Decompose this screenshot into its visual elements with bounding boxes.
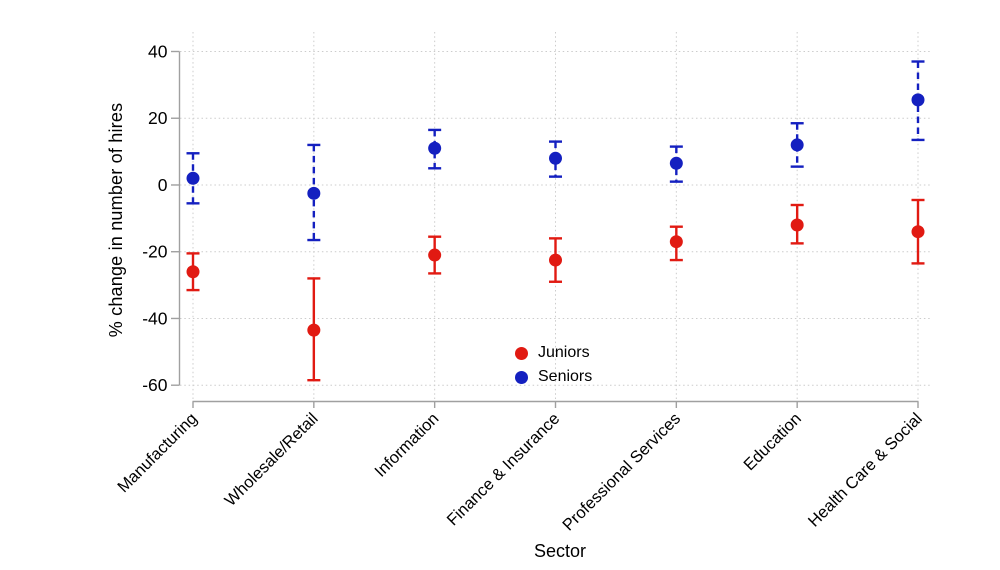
x-category-label: Finance & Insurance xyxy=(444,410,564,530)
legend-label-juniors: Juniors xyxy=(538,344,590,361)
point-juniors-2 xyxy=(428,248,442,262)
point-juniors-4 xyxy=(669,235,683,249)
x-category-label: Health Care & Social xyxy=(805,410,926,531)
juniors-marker-icon xyxy=(515,346,528,360)
point-juniors-0 xyxy=(186,265,200,279)
legend-item-juniors: Juniors xyxy=(515,341,592,365)
x-category-label: Information xyxy=(371,410,442,481)
point-seniors-1 xyxy=(307,186,321,200)
y-tick-label: -40 xyxy=(142,308,168,328)
y-tick-label: -60 xyxy=(142,375,168,395)
point-seniors-4 xyxy=(669,156,683,170)
legend-item-seniors: Seniors xyxy=(515,365,592,389)
point-juniors-6 xyxy=(911,225,925,239)
x-category-label: Education xyxy=(740,410,805,475)
point-seniors-3 xyxy=(549,151,562,165)
x-category-label: Manufacturing xyxy=(114,410,201,497)
y-axis-title: % change in number of hires xyxy=(106,102,126,338)
point-juniors-5 xyxy=(790,218,804,232)
legend-label-seniors: Seniors xyxy=(538,368,593,385)
point-seniors-6 xyxy=(911,93,925,107)
y-tick-label: 40 xyxy=(148,42,168,62)
point-seniors-0 xyxy=(186,171,200,185)
point-juniors-1 xyxy=(307,323,321,337)
point-juniors-3 xyxy=(549,253,562,267)
y-tick-label: -20 xyxy=(142,242,168,262)
x-axis-title: Sector xyxy=(533,541,587,561)
legend: Juniors Seniors xyxy=(515,341,592,389)
point-seniors-5 xyxy=(790,138,804,152)
x-category-label: Wholesale/Retail xyxy=(221,410,321,510)
point-seniors-2 xyxy=(428,141,442,155)
seniors-marker-icon xyxy=(515,370,528,384)
y-tick-label: 0 xyxy=(158,175,168,195)
y-tick-label: 20 xyxy=(148,108,168,128)
x-category-label: Professional Services xyxy=(559,410,684,535)
